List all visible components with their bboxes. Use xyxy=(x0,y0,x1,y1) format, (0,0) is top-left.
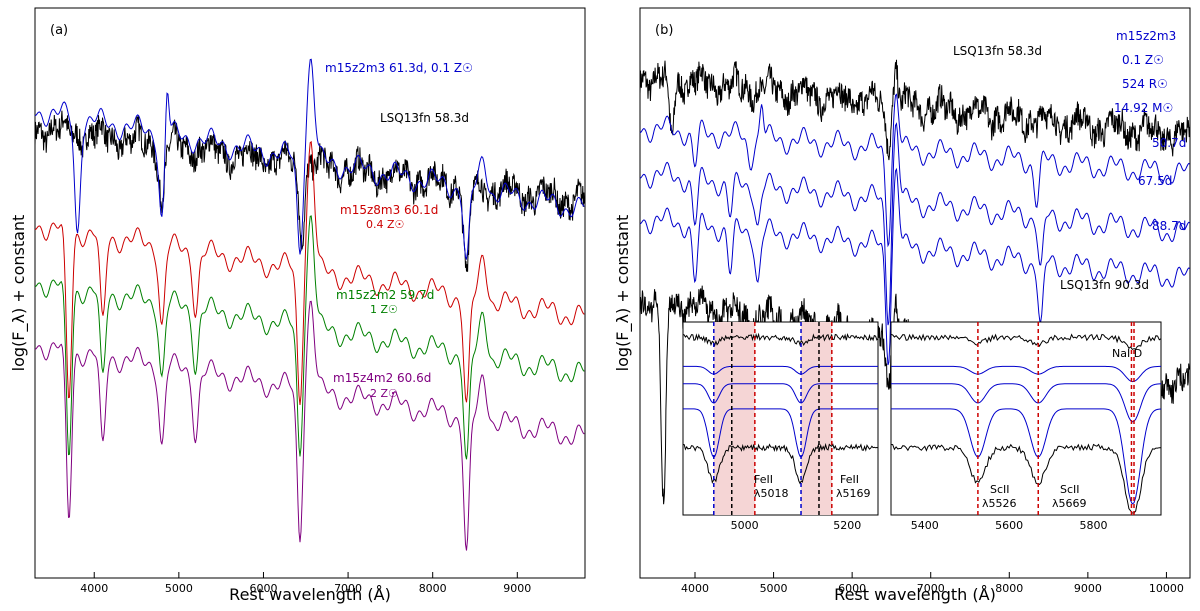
inset-feii-curve-0 xyxy=(682,332,879,347)
label-m15z8m3: m15z8m3 60.1d xyxy=(340,203,438,217)
inset-scii-annotation-2-line1: ScII xyxy=(1060,483,1080,496)
inset-scii-annotation-3: NaI D xyxy=(1112,347,1142,360)
label-b-radius: 524 R☉ xyxy=(1122,77,1168,91)
label-m15z8m3-metallicity: 0.4 Z☉ xyxy=(366,218,404,231)
panel-a-xtick-label-4000: 4000 xyxy=(80,582,108,595)
inset-scii-content: 5400 5600 5800 xyxy=(890,322,1162,532)
panel-a-frame xyxy=(34,7,586,579)
panel-a-xlabel: Rest wavelength (Å) xyxy=(229,585,391,604)
panel-b-xtick-label-4000: 4000 xyxy=(681,582,709,595)
panel-a-xtick-label-5000: 5000 xyxy=(165,582,193,595)
panel-a-xtick-label-8000: 8000 xyxy=(419,582,447,595)
inset-scii-xtick-label-5400: 5400 xyxy=(911,519,939,532)
inset-feii-annotation-2-line1: FeII xyxy=(840,473,859,486)
panel-b-series-50-7d xyxy=(639,93,1190,248)
panel-b-x-ticks: 4000 5000 6000 7000 8000 9000 10000 xyxy=(681,572,1184,595)
inset-feii-annotation-2-line2: λ5169 xyxy=(836,487,871,500)
inset-scii-curve-1 xyxy=(891,365,1161,383)
inset-feii-annotation-1-line1: FeII xyxy=(754,473,773,486)
inset-scii-xtick-label-5600: 5600 xyxy=(995,519,1023,532)
label-lsq13fn-58: LSQ13fn 58.3d xyxy=(380,111,469,125)
panel-a-xtick-label-6000: 6000 xyxy=(249,582,277,595)
label-m15z2m3: m15z2m3 61.3d, 0.1 Z☉ xyxy=(325,61,473,75)
panel-b-series-88-7d xyxy=(639,167,1190,366)
panel-b-series-67-5d xyxy=(639,122,1190,326)
inset-feii-curve-4 xyxy=(682,442,879,485)
panel-b-xtick-label-6000: 6000 xyxy=(838,582,866,595)
panel-b: 4000 5000 6000 7000 8000 9000 10000 (b) Rest w… xyxy=(613,7,1191,604)
panel-b-series-lsq13fn-58-3d xyxy=(639,59,1191,161)
panel-b-frame xyxy=(639,7,1191,579)
inset-feii-annotation-1-line2: λ5018 xyxy=(754,487,789,500)
panel-b-xtick-label-9000: 9000 xyxy=(1074,582,1102,595)
panel-b-xlabel: Rest wavelength (Å) xyxy=(834,585,996,604)
panel-a-series-m15z4m2-60-6d xyxy=(34,300,585,551)
panel-a-xtick-label-7000: 7000 xyxy=(334,582,362,595)
inset-feii-content: 5000 5200 xyxy=(682,322,879,532)
inset-feii-curve-2 xyxy=(683,383,878,404)
panel-a: 4000 5000 6000 7000 8000 9000 (a) Rest wavele… xyxy=(9,7,586,604)
inset-scii-curve-2 xyxy=(891,383,1162,423)
inset-scii: 5400 5600 5800 ScII λ5526 ScII λ5669 NaI D xyxy=(890,321,1162,532)
label-m15z2m2-metallicity: 1 Z☉ xyxy=(370,303,398,316)
panel-b-ylabel: log(F_λ) + constant xyxy=(613,215,633,372)
label-b-metallicity: 0.1 Z☉ xyxy=(1122,53,1164,67)
inset-scii-annotation-1-line2: λ5526 xyxy=(982,497,1017,510)
panel-a-series-m15z2m2-59-7d xyxy=(34,215,585,460)
inset-feii-shade-1 xyxy=(801,322,832,515)
panel-a-series-lsq13fn-58-3d xyxy=(34,110,586,272)
panel-a-x-ticks: 4000 5000 6000 7000 8000 9000 xyxy=(80,572,531,595)
inset-scii-curve-4 xyxy=(890,443,1162,514)
label-b-50d: 50.7d xyxy=(1152,136,1186,150)
panel-a-tag: (a) xyxy=(50,23,68,38)
inset-feii-xtick-label-5200: 5200 xyxy=(833,519,861,532)
inset-feii: 5000 5200 FeII λ5018 FeII λ5169 xyxy=(682,321,879,532)
label-b-mass: 14.92 M☉ xyxy=(1114,101,1173,115)
panel-a-ylabel: log(F_λ) + constant xyxy=(9,215,29,372)
panel-a-xtick-label-9000: 9000 xyxy=(503,582,531,595)
label-b-67d: 67.5d xyxy=(1138,174,1172,188)
label-m15z4m2-metallicity: 2 Z☉ xyxy=(370,387,398,400)
label-b-lsq13fn-90: LSQ13fn 90.3d xyxy=(1060,278,1149,292)
label-b-88d: 88.7d xyxy=(1152,219,1186,233)
inset-feii-curve-3 xyxy=(683,408,878,458)
inset-scii-xtick-label-5800: 5800 xyxy=(1080,519,1108,532)
panel-a-series-m15z2m3-61-3d xyxy=(34,58,585,261)
panel-b-xtick-label-7000: 7000 xyxy=(917,582,945,595)
panel-a-series-m15z8m3-60-1d xyxy=(34,140,585,406)
label-b-lsq13fn-58: LSQ13fn 58.3d xyxy=(953,44,1042,58)
label-m15z2m2: m15z2m2 59.7d xyxy=(336,288,434,302)
panel-b-xtick-label-10000: 10000 xyxy=(1149,582,1184,595)
panel-a-series xyxy=(34,58,586,551)
label-m15z4m2: m15z4m2 60.6d xyxy=(333,371,431,385)
label-b-model: m15z2m3 xyxy=(1116,29,1176,43)
inset-scii-annotation-1-line1: ScII xyxy=(990,483,1010,496)
inset-feii-shade-0 xyxy=(713,322,755,515)
inset-feii-xtick-label-5000: 5000 xyxy=(731,519,759,532)
inset-scii-curve-0 xyxy=(890,333,1162,351)
inset-scii-annotation-2-line2: λ5669 xyxy=(1052,497,1087,510)
inset-feii-curve-1 xyxy=(683,365,878,375)
panel-b-tag: (b) xyxy=(655,23,673,38)
panel-b-xtick-label-8000: 8000 xyxy=(995,582,1023,595)
panel-b-xtick-label-5000: 5000 xyxy=(760,582,788,595)
inset-scii-curve-3 xyxy=(891,408,1162,505)
